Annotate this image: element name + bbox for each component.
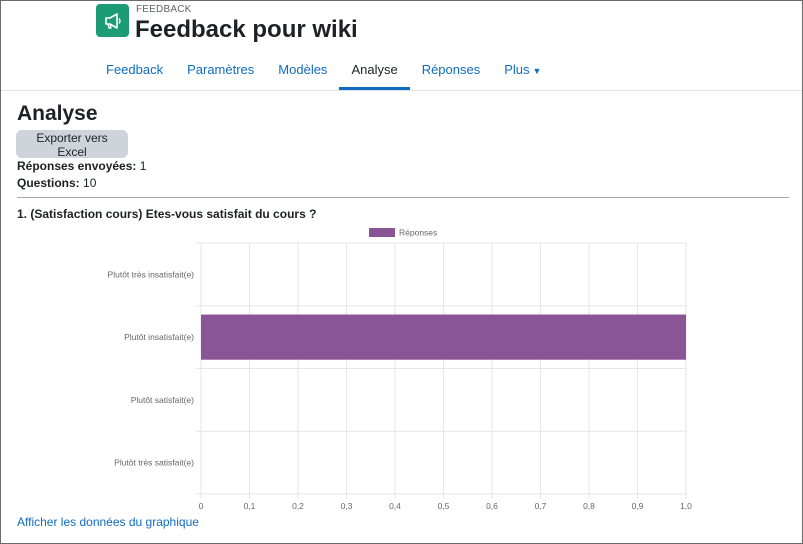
show-chart-data-link[interactable]: Afficher les données du graphique	[17, 515, 199, 529]
responses-label: Réponses envoyées:	[17, 159, 137, 173]
bar	[201, 314, 686, 360]
x-tick-label: 0	[199, 501, 204, 511]
megaphone-icon	[96, 4, 129, 37]
question-title: 1. (Satisfaction cours) Etes-vous satisf…	[17, 207, 317, 221]
y-tick-label: Plutôt insatisfait(e)	[124, 332, 194, 342]
tab-reponses[interactable]: Réponses	[421, 62, 481, 77]
header-divider	[1, 90, 802, 91]
questions-label: Questions:	[17, 176, 80, 190]
legend-swatch	[369, 228, 395, 237]
chevron-down-icon: ▼	[532, 66, 542, 76]
x-tick-label: 0,6	[486, 501, 498, 511]
legend-label: Réponses	[399, 228, 437, 238]
questions-count: Questions: 10	[17, 176, 96, 190]
x-tick-label: 0,7	[535, 501, 547, 511]
responses-value: 1	[139, 159, 147, 173]
export-excel-button[interactable]: Exporter vers Excel	[16, 130, 128, 159]
tab-modeles[interactable]: Modèles	[278, 62, 328, 77]
y-tick-label: Plutôt satisfait(e)	[131, 395, 194, 405]
tab-analyse[interactable]: Analyse	[339, 53, 410, 90]
x-tick-label: 0,3	[341, 501, 353, 511]
x-tick-label: 1,0	[680, 501, 692, 511]
x-tick-label: 0,5	[438, 501, 450, 511]
questions-value: 10	[83, 176, 97, 190]
x-tick-label: 0,1	[244, 501, 256, 511]
x-tick-label: 0,9	[632, 501, 644, 511]
x-tick-label: 0,8	[583, 501, 595, 511]
section-heading: Analyse	[17, 102, 98, 125]
page-title: Feedback pour wiki	[135, 16, 358, 43]
tab-feedback[interactable]: Feedback	[106, 62, 164, 77]
tab-plus-label: Plus	[504, 62, 530, 77]
tab-plus[interactable]: Plus ▼	[492, 53, 553, 90]
y-tick-label: Plutôt très insatisfait(e)	[108, 269, 195, 279]
secondary-navigation: Feedback Paramètres Modèles Analyse Répo…	[94, 53, 553, 90]
x-tick-label: 0,4	[389, 501, 401, 511]
tab-parametres[interactable]: Paramètres	[187, 62, 255, 77]
y-tick-label: Plutôt très satisfait(e)	[114, 458, 194, 468]
module-type-label: FEEDBACK	[136, 4, 192, 15]
content-divider	[17, 197, 789, 198]
responses-count: Réponses envoyées: 1	[17, 159, 146, 173]
x-tick-label: 0,2	[292, 501, 304, 511]
responses-bar-chart: Réponses 0 0,1 0,2 0,3 0,4 0,5 0,6 0,7 0,8 0,9 1,0 P…	[108, 228, 693, 512]
